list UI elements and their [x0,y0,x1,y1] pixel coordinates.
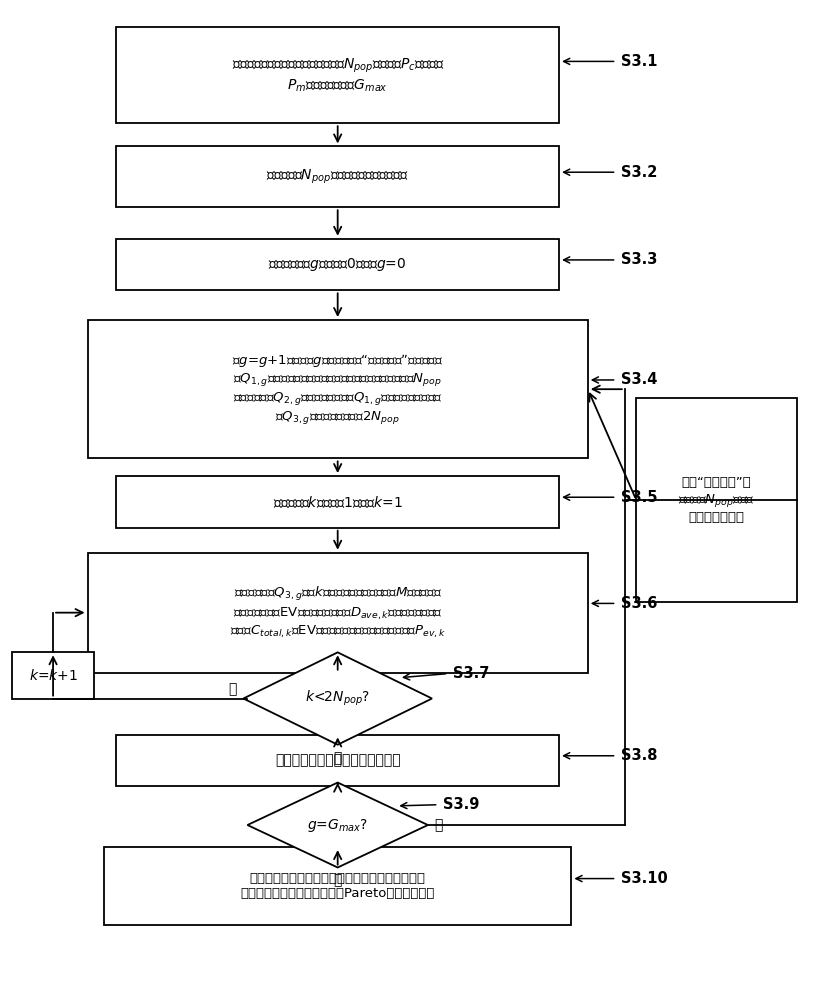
Text: S3.2: S3.2 [621,165,657,180]
Text: S3.7: S3.7 [453,666,489,681]
FancyBboxPatch shape [116,27,559,123]
FancyBboxPatch shape [87,320,588,458]
Text: S3.3: S3.3 [621,252,657,267]
Text: S3.8: S3.8 [621,748,657,763]
Text: $k$<2$N_{pop}$?: $k$<2$N_{pop}$? [305,689,370,708]
FancyBboxPatch shape [116,239,559,290]
Text: S3.6: S3.6 [621,596,657,611]
Text: $k$=$k$+1: $k$=$k$+1 [29,668,77,683]
Text: 令$g$=$g$+1，开始第$g$代进化，采用“二元锦标赛”法对父代种
群$Q_{1,g}$进行复制、交叉与变异操作，生成种群数目同样为$N_{pop}$
的临: 令$g$=$g$+1，开始第$g$代进化，采用“二元锦标赛”法对父代种 群$Q_… [232,352,444,426]
Text: 染色体索引$k$初始化为1，即令$k$=1: 染色体索引$k$初始化为1，即令$k$=1 [273,494,402,510]
Text: 是: 是 [229,682,237,696]
Text: 根据可行性法则对染色体进行排序: 根据可行性法则对染色体进行排序 [275,753,401,767]
Text: S3.1: S3.1 [621,54,657,69]
Text: 进化代数索引$g$初始化为0，即令$g$=0: 进化代数索引$g$初始化为0，即令$g$=0 [268,256,407,273]
FancyBboxPatch shape [87,553,588,673]
Text: $g$=$G_{max}$?: $g$=$G_{max}$? [307,817,368,834]
Text: 是: 是 [333,873,342,887]
Text: S3.5: S3.5 [621,490,657,505]
FancyBboxPatch shape [116,735,559,786]
FancyBboxPatch shape [116,146,559,207]
FancyBboxPatch shape [104,847,571,925]
Text: 将可行解集中第一层级的染色体作为电动汽车充电
网络多目标机会约束规模型的Pareto最优解集输出: 将可行解集中第一层级的染色体作为电动汽车充电 网络多目标机会约束规模型的Pare… [240,872,435,900]
Text: 对待进化种群$Q_{3,g}$中第$k$条染色体进行解码，确定$M$个充电站的
建设位置，计算EV平均充电行驶距离$D_{ave,k}$，充电网络综合建
设成本: 对待进化种群$Q_{3,g}$中第$k$条染色体进行解码，确定$M$个充电站的 … [230,585,446,640]
Text: S3.4: S3.4 [621,372,657,387]
FancyBboxPatch shape [12,652,94,699]
Text: 设定遗传算法参数，包括：种群规模$N_{pop}$，交叉率$P_c$，变异率
$P_m$与最大进化代数$G_{max}$: 设定遗传算法参数，包括：种群规模$N_{pop}$，交叉率$P_c$，变异率 $… [231,57,444,94]
FancyBboxPatch shape [116,476,559,528]
Text: 随机生成由$N_{pop}$条染色体组成的初始种群: 随机生成由$N_{pop}$条染色体组成的初始种群 [267,168,409,186]
FancyBboxPatch shape [636,398,797,602]
Text: 否: 否 [435,818,443,832]
Polygon shape [244,652,432,745]
Text: S3.9: S3.9 [443,797,479,812]
Polygon shape [248,783,428,867]
Text: S3.10: S3.10 [621,871,667,886]
Text: 否: 否 [333,751,342,765]
Text: 采用“精英选择”策
略，取前$N_{pop}$条染色
体作为父代种群: 采用“精英选择”策 略，取前$N_{pop}$条染色 体作为父代种群 [678,476,755,524]
